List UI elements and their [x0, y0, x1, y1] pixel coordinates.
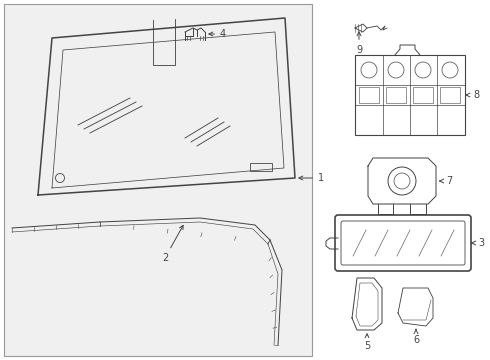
Text: 1: 1	[299, 173, 324, 183]
Text: 9: 9	[356, 32, 362, 55]
Text: 6: 6	[413, 329, 419, 345]
Bar	[355, 55, 465, 135]
Text: 2: 2	[162, 225, 183, 263]
Text: 8: 8	[466, 90, 479, 100]
Text: 3: 3	[472, 238, 484, 248]
Bar	[440, 87, 460, 103]
Bar	[4, 4, 312, 356]
Bar	[250, 163, 272, 171]
Bar	[359, 87, 379, 103]
Bar	[386, 87, 406, 103]
Text: 4: 4	[209, 29, 226, 39]
Text: 5: 5	[364, 334, 370, 351]
Text: 7: 7	[440, 176, 452, 186]
Bar	[413, 87, 433, 103]
